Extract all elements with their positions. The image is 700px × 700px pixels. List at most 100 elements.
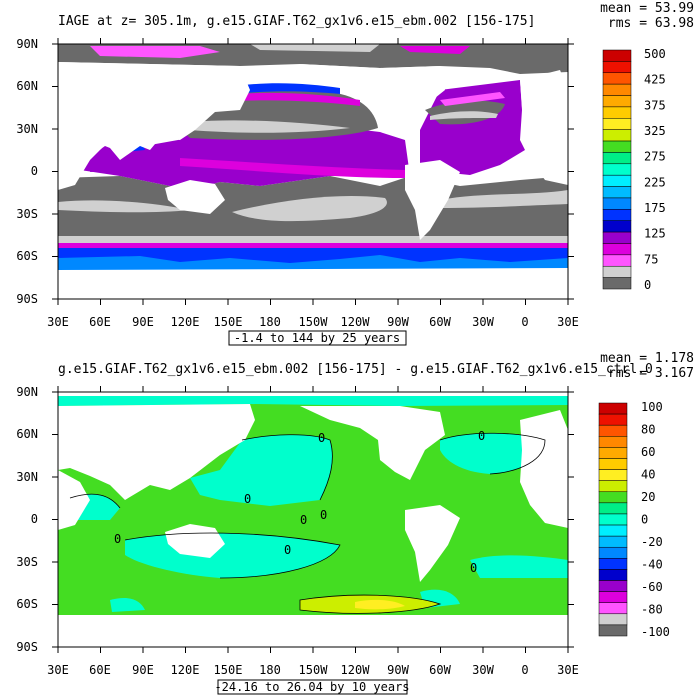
panel-age: IAGE at z= 305.1m, g.e15.GIAF.T62_gx1v6.… xyxy=(16,1,694,346)
colorbar-swatch xyxy=(598,458,628,470)
lon-label: 0 xyxy=(521,663,528,677)
lon-label: 30E xyxy=(557,663,579,677)
continent-antarctica xyxy=(58,615,568,647)
field-negative xyxy=(190,434,333,506)
lat-label: 0 xyxy=(31,164,38,178)
contour-line xyxy=(241,434,333,501)
colorbar-swatch xyxy=(598,558,628,570)
colorbar-label: -60 xyxy=(641,580,663,594)
field-arctic xyxy=(250,44,380,52)
lon-label: 0 xyxy=(521,315,528,329)
colorbar-label: 100 xyxy=(641,400,663,414)
colorbar-swatch xyxy=(602,186,632,199)
colorbar-label: 20 xyxy=(641,490,655,504)
field-tongue xyxy=(232,195,387,222)
field-tropics xyxy=(180,158,405,178)
colorbar-swatch xyxy=(598,491,628,504)
field-negative xyxy=(110,598,145,612)
panel-difference: g.e15.GIAF.T62_gx1v6.e15_ebm.002 [156-17… xyxy=(16,351,694,695)
contour-label: 0 xyxy=(318,431,325,445)
colorbar-swatch xyxy=(598,602,628,615)
colorbar-swatch xyxy=(598,546,628,559)
colorbar-label: 175 xyxy=(644,201,666,215)
stat-rms: rms = 3.167 xyxy=(608,366,694,381)
frame-ticks xyxy=(52,386,574,653)
colorbar-swatch xyxy=(598,402,628,415)
colorbar-label: 125 xyxy=(644,227,666,241)
colorbar-label: 425 xyxy=(644,73,666,87)
continent-africa xyxy=(58,128,90,190)
lon-label: 120E xyxy=(171,315,200,329)
colorbar-swatch xyxy=(602,265,632,278)
lon-label: 150W xyxy=(299,663,329,677)
colorbar-swatch xyxy=(598,480,628,493)
colorbar-swatch xyxy=(598,413,628,426)
lon-label: 30E xyxy=(47,663,69,677)
colorbar-label: 0 xyxy=(641,513,648,527)
colorbar-label: 40 xyxy=(641,468,655,482)
continent-africa-east xyxy=(520,410,568,528)
contour-note-box xyxy=(228,330,407,346)
field-band xyxy=(58,255,568,270)
lon-label: 150E xyxy=(214,315,243,329)
lon-label: 30W xyxy=(472,663,494,677)
contour-label: 0 xyxy=(244,492,251,506)
stat-mean: mean = 1.178 xyxy=(600,351,694,366)
continent-asia xyxy=(58,404,255,500)
colorbar-label: -80 xyxy=(641,603,663,617)
field-negative xyxy=(470,555,568,578)
stat-rms: rms = 63.98 xyxy=(608,16,694,31)
colorbar: 100 80 60 40 20 0 -20 -40 -60 -80 -100 xyxy=(598,400,670,639)
field-negative xyxy=(440,433,545,474)
colorbar-label: 375 xyxy=(644,98,666,112)
lon-label: 30E xyxy=(557,315,579,329)
colorbar-label: -20 xyxy=(641,535,663,549)
colorbar-label: 60 xyxy=(641,445,655,459)
contour-label: 0 xyxy=(478,429,485,443)
map-field: 0 0 0 0 0 0 0 0 xyxy=(58,392,568,647)
colorbar-label: -40 xyxy=(641,558,663,572)
continent-antarctica xyxy=(58,268,568,299)
lon-label: 180 xyxy=(259,315,281,329)
lon-label: 30E xyxy=(47,315,69,329)
contour-line xyxy=(439,432,546,475)
contour-line xyxy=(299,594,442,614)
contour-line xyxy=(124,532,341,579)
lon-label: 120W xyxy=(341,663,371,677)
lon-label: 90E xyxy=(132,315,154,329)
lat-label: 60N xyxy=(16,427,38,441)
lon-label: 120W xyxy=(341,315,371,329)
colorbar-swatch xyxy=(602,152,632,165)
colorbar-swatch xyxy=(598,424,628,437)
lon-label: 60E xyxy=(89,663,111,677)
lat-label: 60N xyxy=(16,79,38,93)
field-negative xyxy=(58,396,568,406)
contour-note: -24.16 to 26.04 by 10 years xyxy=(214,680,409,694)
colorbar-swatch xyxy=(598,502,628,515)
colorbar-label: 225 xyxy=(644,175,666,189)
lat-label: 90S xyxy=(16,292,38,306)
field-tongue xyxy=(58,200,190,213)
lon-label: 150E xyxy=(214,663,243,677)
colorbar-swatch xyxy=(598,524,628,537)
contour-note-box xyxy=(217,679,408,695)
stat-mean: mean = 53.99 xyxy=(600,1,694,16)
lat-label: 60S xyxy=(16,249,38,263)
continent-south-america xyxy=(405,505,460,582)
colorbar-swatch xyxy=(602,49,632,62)
colorbar-swatch xyxy=(602,83,632,96)
lon-label: 180 xyxy=(259,663,281,677)
colorbar-swatch xyxy=(598,469,628,481)
field-positive xyxy=(355,599,405,610)
colorbar-swatch xyxy=(602,106,632,119)
continent-north-america xyxy=(300,64,445,140)
contour-label: 0 xyxy=(284,543,291,557)
colorbar-swatch xyxy=(602,72,632,85)
contour-line xyxy=(69,493,121,509)
colorbar: 500 425 375 325 275 225 175 125 75 0 xyxy=(602,47,666,292)
lat-label: 90S xyxy=(16,640,38,654)
lat-label: 30S xyxy=(16,207,38,221)
colorbar-label: 500 xyxy=(644,47,666,61)
colorbar-swatch xyxy=(602,129,632,142)
colorbar-swatch xyxy=(598,513,628,526)
